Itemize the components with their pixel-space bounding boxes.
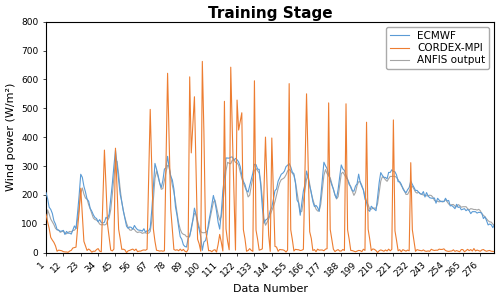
- CORDEX-MPI: [43, 213, 49, 216]
- ANFIS output: [492, 224, 498, 227]
- CORDEX-MPI: [119, 248, 125, 251]
- CORDEX-MPI: [360, 248, 366, 251]
- ECMWF: [120, 209, 126, 213]
- Legend: ECMWF, CORDEX-MPI, ANFIS output: ECMWF, CORDEX-MPI, ANFIS output: [386, 27, 489, 69]
- CORDEX-MPI: [327, 228, 333, 231]
- ANFIS output: [252, 169, 258, 172]
- ECMWF: [252, 163, 258, 166]
- ECMWF: [43, 191, 49, 194]
- ANFIS output: [119, 200, 125, 204]
- Line: CORDEX-MPI: CORDEX-MPI: [46, 61, 494, 253]
- Y-axis label: Wind power (W/m²): Wind power (W/m²): [6, 83, 16, 191]
- CORDEX-MPI: [275, 250, 281, 253]
- CORDEX-MPI: [417, 249, 423, 252]
- Title: Training Stage: Training Stage: [208, 6, 332, 21]
- ECMWF: [360, 188, 366, 192]
- ANFIS output: [327, 176, 333, 180]
- ANFIS output: [43, 230, 49, 233]
- ECMWF: [275, 179, 281, 183]
- X-axis label: Data Number: Data Number: [232, 284, 308, 294]
- ECMWF: [327, 178, 333, 182]
- CORDEX-MPI: [124, 251, 130, 254]
- CORDEX-MPI: [492, 250, 498, 253]
- ANFIS output: [275, 187, 281, 190]
- ANFIS output: [360, 188, 366, 192]
- ECMWF: [492, 222, 498, 226]
- ECMWF: [200, 248, 205, 252]
- Line: ECMWF: ECMWF: [46, 150, 494, 250]
- ANFIS output: [184, 235, 190, 238]
- ANFIS output: [231, 158, 237, 162]
- ECMWF: [417, 192, 423, 196]
- CORDEX-MPI: [252, 79, 258, 83]
- Line: ANFIS output: ANFIS output: [46, 160, 494, 237]
- CORDEX-MPI: [200, 60, 205, 63]
- ECMWF: [112, 148, 118, 152]
- ANFIS output: [417, 192, 423, 195]
